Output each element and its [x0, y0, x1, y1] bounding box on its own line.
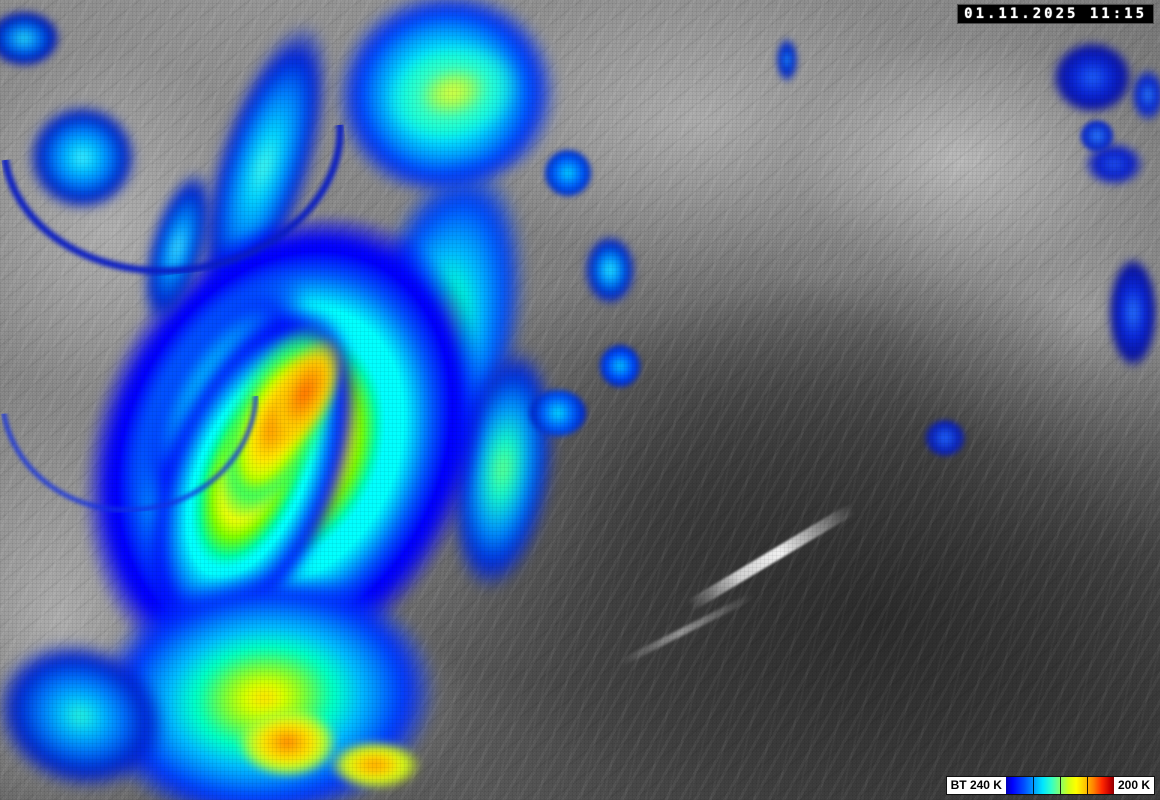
- colorbar-cold-label: 200 K: [1113, 777, 1154, 794]
- cold-cloud-blob-north-cell: [770, 30, 804, 90]
- colorbar-warm-label: BT 240 K: [946, 777, 1006, 794]
- cold-cloud-blob-southern-core-east: [320, 735, 430, 795]
- cold-cloud-blob-central-cell-4: [530, 390, 586, 436]
- colorbar-tick-2: [1059, 777, 1061, 794]
- colorbar-legend: BT 240 K 200 K: [945, 776, 1155, 795]
- colorbar-tick-1: [1032, 777, 1034, 794]
- colorbar-gradient-ramp: [1005, 777, 1114, 794]
- cold-cloud-blob-ne-patch-4: [1125, 60, 1160, 130]
- timestamp-overlay: 01.11.2025 11:15: [957, 4, 1154, 24]
- cold-cloud-blob-central-cell-3: [600, 345, 640, 387]
- cold-cloud-blob-central-cell-1: [575, 225, 645, 315]
- cold-cloud-blob-east-patch-1: [925, 420, 965, 456]
- cold-cloud-blob-east-patch-2: [1080, 120, 1114, 152]
- cold-cloud-blob-central-cell-2: [545, 150, 591, 196]
- cold-cloud-blob-ne-patch-3: [1100, 245, 1160, 380]
- cold-cloud-blob-nw-corner-cell: [0, 0, 60, 70]
- cold-cloud-blob-nw-cell: [10, 90, 155, 225]
- colorbar-tick-3: [1086, 777, 1088, 794]
